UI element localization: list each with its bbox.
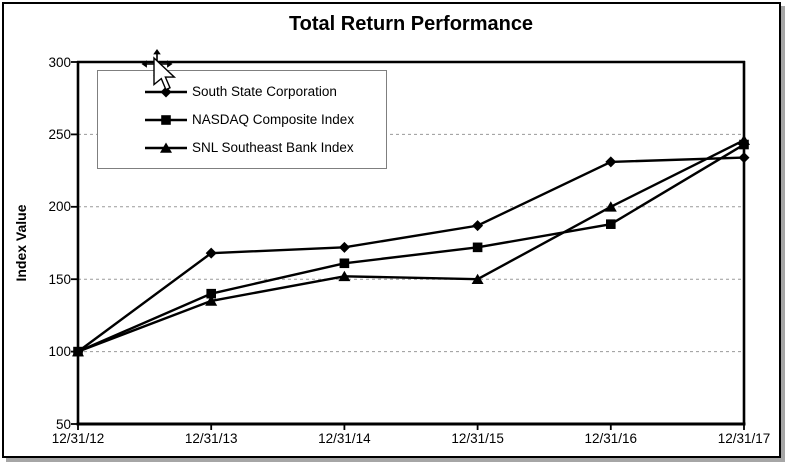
data-point-triangle: [205, 295, 218, 306]
x-tick-label: 12/31/16: [584, 431, 638, 446]
y-tick-label: 100: [48, 344, 71, 360]
x-tick-label: 12/31/14: [318, 431, 371, 446]
data-point-diamond: [738, 152, 750, 164]
data-point-diamond: [605, 156, 617, 168]
x-tick-label: 12/31/15: [451, 431, 504, 446]
legend-label: NASDAQ Composite Index: [192, 112, 355, 127]
data-point-diamond: [205, 247, 217, 259]
series-line-2: [77, 139, 745, 353]
data-point-triangle: [738, 134, 750, 145]
y-tick-label: 200: [48, 199, 71, 215]
legend-item-snl-southeast: SNL Southeast Bank Index: [143, 140, 386, 155]
triangle-marker-icon: [145, 142, 187, 153]
legend-item-south-state: South State Corporation: [143, 84, 386, 99]
legend-label: SNL Southeast Bank Index: [192, 140, 354, 155]
data-point-square: [206, 288, 216, 299]
chart-title: Total Return Performance: [288, 13, 534, 35]
data-point-square: [606, 219, 616, 229]
y-tick-label: 150: [48, 271, 71, 287]
y-axis-title: Index Value: [13, 204, 29, 282]
data-point-triangle: [338, 270, 351, 282]
data-point-triangle: [471, 273, 484, 284]
x-tick-label: 12/31/12: [51, 431, 105, 446]
data-point-diamond: [338, 241, 350, 253]
x-tick-label: 12/31/13: [184, 431, 238, 446]
y-tick-label: 300: [48, 54, 71, 70]
y-tick-label: 250: [48, 126, 71, 142]
data-point-square: [339, 258, 350, 269]
series-line-1: [77, 143, 745, 353]
y-tick-label: 50: [55, 416, 71, 432]
legend: South State Corporation NASDAQ Composite…: [97, 70, 387, 169]
move-cursor-icon: [141, 49, 177, 91]
data-point-diamond: [472, 220, 484, 232]
data-point-triangle: [604, 201, 617, 212]
x-tick-label: 12/31/17: [717, 431, 771, 446]
square-marker-icon: [145, 114, 187, 125]
data-point-square: [472, 242, 483, 253]
data-point-triangle: [72, 346, 84, 357]
legend-item-nasdaq: NASDAQ Composite Index: [143, 112, 386, 127]
legend-label: South State Corporation: [192, 84, 337, 99]
series-line-0: [77, 156, 745, 353]
